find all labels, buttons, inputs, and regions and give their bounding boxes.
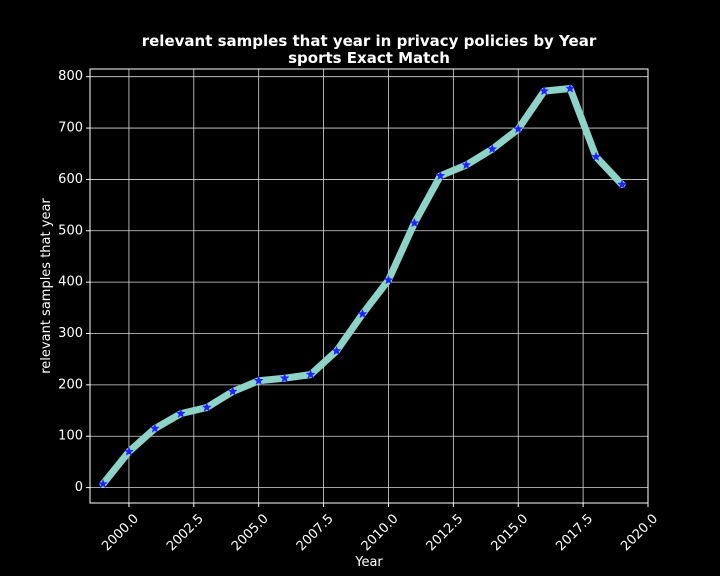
data-point-marker — [253, 375, 264, 385]
y-tick-label: 500 — [58, 223, 83, 238]
grid-lines — [90, 69, 649, 503]
chart-title-line-2: sports Exact Match — [288, 49, 450, 67]
data-point-marker — [487, 143, 498, 154]
x-axis-label: Year — [354, 555, 383, 570]
data-point-marker — [279, 372, 290, 383]
data-point-marker — [331, 345, 342, 356]
data-point-marker — [565, 83, 576, 93]
chart-title-line-1: relevant samples that year in privacy po… — [142, 32, 597, 50]
data-point-marker — [435, 170, 446, 181]
y-tick-label: 800 — [58, 69, 83, 84]
data-series — [98, 83, 628, 489]
y-tick-label: 200 — [58, 377, 83, 392]
data-point-marker — [617, 179, 628, 189]
data-point-marker — [591, 151, 602, 162]
y-tick-label: 700 — [58, 121, 83, 136]
data-point-marker — [175, 408, 186, 418]
y-tick-label: 600 — [58, 172, 83, 187]
y-tick-label: 100 — [58, 429, 83, 444]
data-point-marker — [383, 274, 394, 285]
plot-area-frame — [89, 68, 649, 504]
y-tick-label: 300 — [58, 326, 83, 341]
data-point-marker — [305, 369, 316, 379]
data-point-marker — [357, 308, 368, 319]
data-point-marker — [513, 123, 524, 134]
data-point-marker — [201, 402, 212, 412]
y-axis-label: relevant samples that year — [39, 198, 54, 374]
data-point-marker — [123, 446, 134, 456]
data-point-marker — [149, 423, 160, 433]
data-point-marker — [227, 386, 238, 396]
data-point-marker — [461, 159, 472, 170]
y-tick-label: 400 — [58, 275, 83, 290]
data-point-marker — [539, 85, 550, 96]
y-tick-label: 0 — [75, 480, 83, 495]
data-point-marker — [98, 478, 108, 489]
data-point-marker — [409, 217, 420, 228]
